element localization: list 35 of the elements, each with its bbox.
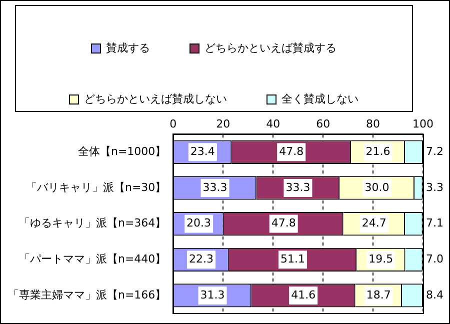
data-label: 18.7 [366,288,391,302]
data-label: 47.8 [279,144,304,158]
data-label: 7.2 [426,144,444,158]
data-label: 33.3 [202,180,228,194]
x-tick-label: 100 [412,117,434,130]
y-tick-label: 全体【n=1000】 [78,144,166,158]
data-label: 21.6 [366,144,390,158]
legend-label: 賛成する [106,41,150,54]
data-label: 24.7 [362,216,386,230]
data-label: 7.1 [426,216,444,230]
data-label: 51.1 [280,252,305,266]
data-label: 33.3 [286,180,310,194]
data-label: 31.3 [200,288,225,302]
data-label: 47.8 [271,216,296,230]
y-tick-label: 「専業主婦ママ」派【n=166】 [8,288,166,302]
x-tick-label: 80 [366,117,380,130]
y-tick-label: 「ゆるキャリ」派【n=364】 [18,216,166,230]
x-tick-label: 60 [316,117,330,130]
data-label: 19.5 [368,252,394,266]
data-label: 3.3 [426,180,444,194]
y-tick-label: 「パートママ」派【n=440】 [18,252,166,266]
data-label: 23.4 [190,144,215,158]
data-label: 20.3 [186,216,212,230]
x-tick-label: 0 [170,117,177,130]
x-tick-label: 20 [216,117,230,130]
x-tick-label: 40 [266,117,280,130]
legend-label: どちらかといえば賛成する [204,41,336,54]
data-label: 41.6 [291,288,316,302]
data-label: 30.0 [364,180,390,194]
y-tick-label: 「バリキャリ」派【n=30】 [26,180,166,194]
data-label: 8.4 [426,288,444,302]
data-label: 22.3 [189,252,214,266]
legend-label: どちらかといえば賛成しない [84,92,227,106]
legend-label: 全く賛成しない [282,92,358,106]
data-label: 7.0 [426,252,444,266]
